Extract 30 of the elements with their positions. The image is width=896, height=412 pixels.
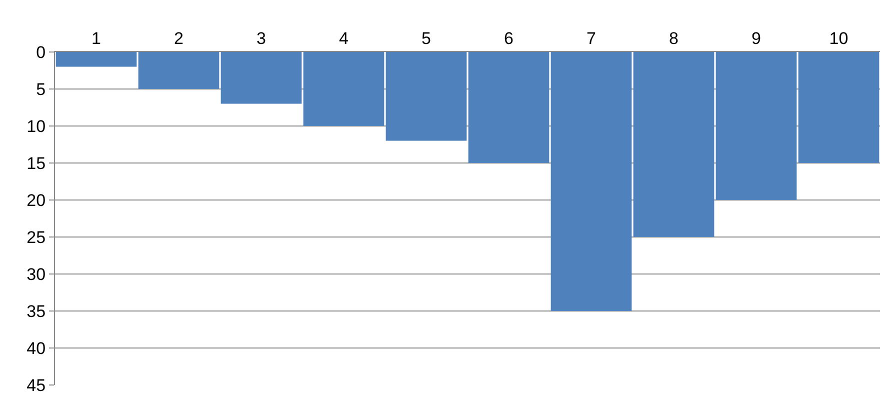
y-tick-label: 5 <box>36 80 46 99</box>
y-tick-label: 10 <box>26 116 46 136</box>
y-tick-label: 40 <box>26 338 46 358</box>
y-tick-label: 15 <box>26 154 46 173</box>
y-tick-label: 0 <box>36 42 46 62</box>
x-tick-label: 6 <box>504 29 514 48</box>
x-tick-label: 5 <box>422 29 431 48</box>
bar <box>798 52 880 163</box>
x-tick-label: 7 <box>586 29 596 48</box>
bar <box>633 52 714 237</box>
x-tick-label: 2 <box>174 29 184 48</box>
bar <box>138 52 220 89</box>
x-tick-label: 3 <box>256 29 266 48</box>
x-tick-label: 4 <box>339 29 348 48</box>
y-tick-label: 25 <box>26 228 46 247</box>
x-tick-label: 9 <box>752 29 761 48</box>
x-tick-label: 1 <box>92 29 101 48</box>
bar <box>220 52 302 104</box>
bar <box>386 52 467 141</box>
bar <box>303 52 384 126</box>
bar <box>56 52 137 67</box>
bar <box>550 52 632 311</box>
bar <box>716 52 797 200</box>
x-tick-label: 8 <box>669 29 678 48</box>
bar <box>468 52 550 163</box>
y-tick-label: 20 <box>26 190 46 210</box>
y-tick-label: 35 <box>26 302 46 321</box>
y-tick-label: 30 <box>26 264 46 284</box>
x-tick-label: 10 <box>829 29 848 48</box>
y-tick-label: 45 <box>26 376 46 395</box>
